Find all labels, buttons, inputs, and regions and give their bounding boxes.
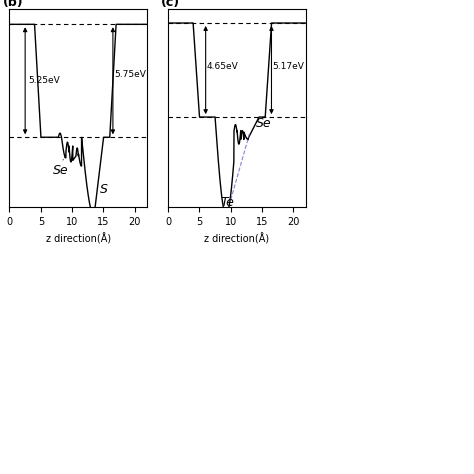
Text: (b): (b): [2, 0, 23, 9]
Text: Se: Se: [256, 117, 272, 129]
X-axis label: z direction(Å): z direction(Å): [46, 233, 111, 244]
Text: 4.65eV: 4.65eV: [207, 62, 239, 71]
Text: (c): (c): [161, 0, 180, 9]
Text: S: S: [100, 182, 108, 196]
Text: 5.25eV: 5.25eV: [28, 76, 60, 85]
Text: 5.75eV: 5.75eV: [114, 70, 146, 79]
Text: 5.17eV: 5.17eV: [273, 62, 305, 71]
Text: Te: Te: [221, 196, 235, 209]
Text: Se: Se: [53, 164, 69, 177]
X-axis label: z direction(Å): z direction(Å): [204, 233, 270, 244]
